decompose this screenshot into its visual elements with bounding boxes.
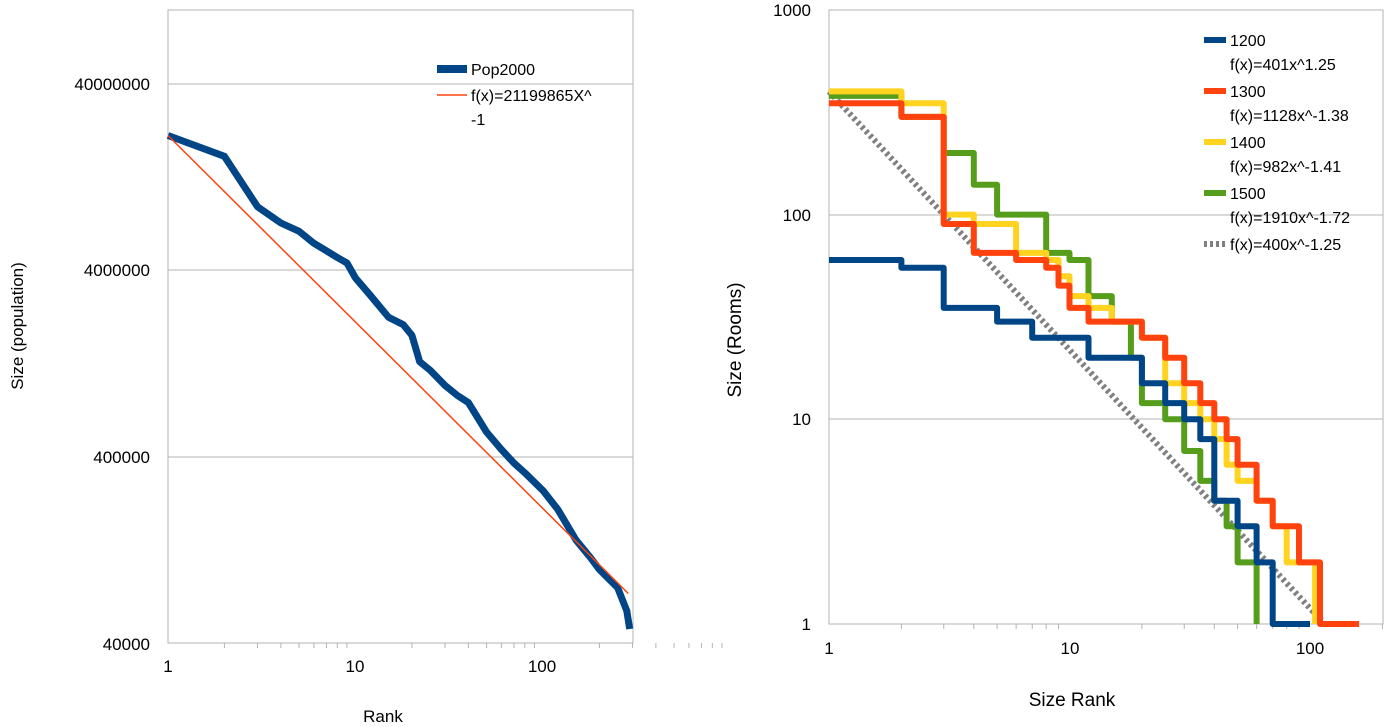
left-y-tick-label: 4000000 bbox=[84, 261, 150, 280]
series-line-1300 bbox=[829, 100, 1360, 627]
left-legend: Pop2000 f(x)=21199865X^ -1 bbox=[437, 62, 596, 129]
left-y-tick-label: 40000000 bbox=[74, 75, 150, 94]
right-legend: 1200 f(x)=401x^1.25 1300 f(x)=1128x^-1.38 14… bbox=[1204, 33, 1350, 254]
left-legend-fit-line2: -1 bbox=[471, 112, 485, 129]
right-x-tick-label: 1 bbox=[824, 639, 833, 658]
left-legend-label-fit: f(x)=21199865X^ -1 bbox=[471, 88, 596, 129]
left-y-tick-label: 400000 bbox=[93, 448, 150, 467]
series-line-f-x-400x-1-25 bbox=[826, 89, 1327, 627]
right-series-group bbox=[826, 88, 1360, 627]
left-legend-label-pop2000: Pop2000 bbox=[471, 62, 535, 79]
right-legend-label-f-x-400x-1-25: f(x)=400x^-1.25 bbox=[1230, 237, 1341, 254]
series-line-pop2000 bbox=[166, 132, 634, 630]
series-line-1500 bbox=[829, 92, 1260, 624]
left-y-tick-label: 40000 bbox=[103, 635, 150, 654]
right-plot-area bbox=[828, 9, 1384, 625]
left-x-tick-label: 100 bbox=[528, 657, 556, 676]
left-gridlines bbox=[168, 83, 633, 458]
left-series-group bbox=[166, 132, 634, 630]
right-y-tick-label: 1000 bbox=[773, 1, 811, 20]
left-x-tick-label: 10 bbox=[346, 657, 365, 676]
left-y-tick-labels: 40000000 4000000 400000 40000 bbox=[74, 75, 150, 654]
right-x-tick-label: 100 bbox=[1296, 639, 1324, 658]
right-legend-label-1500: 1500 bbox=[1230, 186, 1266, 203]
series-line-f-x-21199865x-1 bbox=[167, 134, 629, 595]
left-legend-fit-line1: f(x)=21199865X^ bbox=[471, 88, 592, 105]
right-y-tick-label: 10 bbox=[792, 410, 811, 429]
right-x-tick-labels: 1 10 100 bbox=[824, 639, 1324, 658]
left-plot-area bbox=[167, 9, 634, 644]
right-legend-label-1200: 1200 bbox=[1230, 33, 1266, 50]
series-line-1200 bbox=[829, 257, 1310, 627]
right-legend-fit-1300: f(x)=1128x^-1.38 bbox=[1230, 108, 1349, 125]
right-legend-fit-1500: f(x)=1910x^-1.72 bbox=[1230, 210, 1350, 227]
right-chart: 1000 100 10 1 1 10 100 Size Rank Size (R… bbox=[725, 1, 1384, 711]
right-x-axis-label: Size Rank bbox=[1029, 690, 1116, 711]
left-chart: 40000000 4000000 400000 40000 1 10 100 R… bbox=[8, 9, 723, 726]
right-legend-fit-1400: f(x)=982x^-1.41 bbox=[1230, 159, 1341, 176]
right-y-tick-labels: 1000 100 10 1 bbox=[773, 1, 811, 634]
right-x-tick-label: 10 bbox=[1061, 639, 1080, 658]
right-legend-label-1300: 1300 bbox=[1230, 84, 1266, 101]
left-x-tick-labels: 1 10 100 bbox=[163, 657, 556, 676]
right-y-axis-label: Size (Rooms) bbox=[725, 282, 746, 397]
left-x-axis-label: Rank bbox=[363, 707, 403, 726]
left-y-axis-label: Size (population) bbox=[8, 262, 27, 390]
right-gridlines bbox=[829, 214, 1383, 420]
left-x-tick-label: 1 bbox=[163, 657, 172, 676]
left-x-minor-ticks bbox=[223, 643, 723, 648]
right-x-minor-ticks bbox=[900, 624, 1383, 629]
right-y-tick-label: 100 bbox=[783, 206, 811, 225]
right-legend-fit-1200: f(x)=401x^1.25 bbox=[1230, 57, 1336, 74]
right-legend-label-1400: 1400 bbox=[1230, 135, 1266, 152]
right-y-tick-label: 1 bbox=[802, 615, 811, 634]
